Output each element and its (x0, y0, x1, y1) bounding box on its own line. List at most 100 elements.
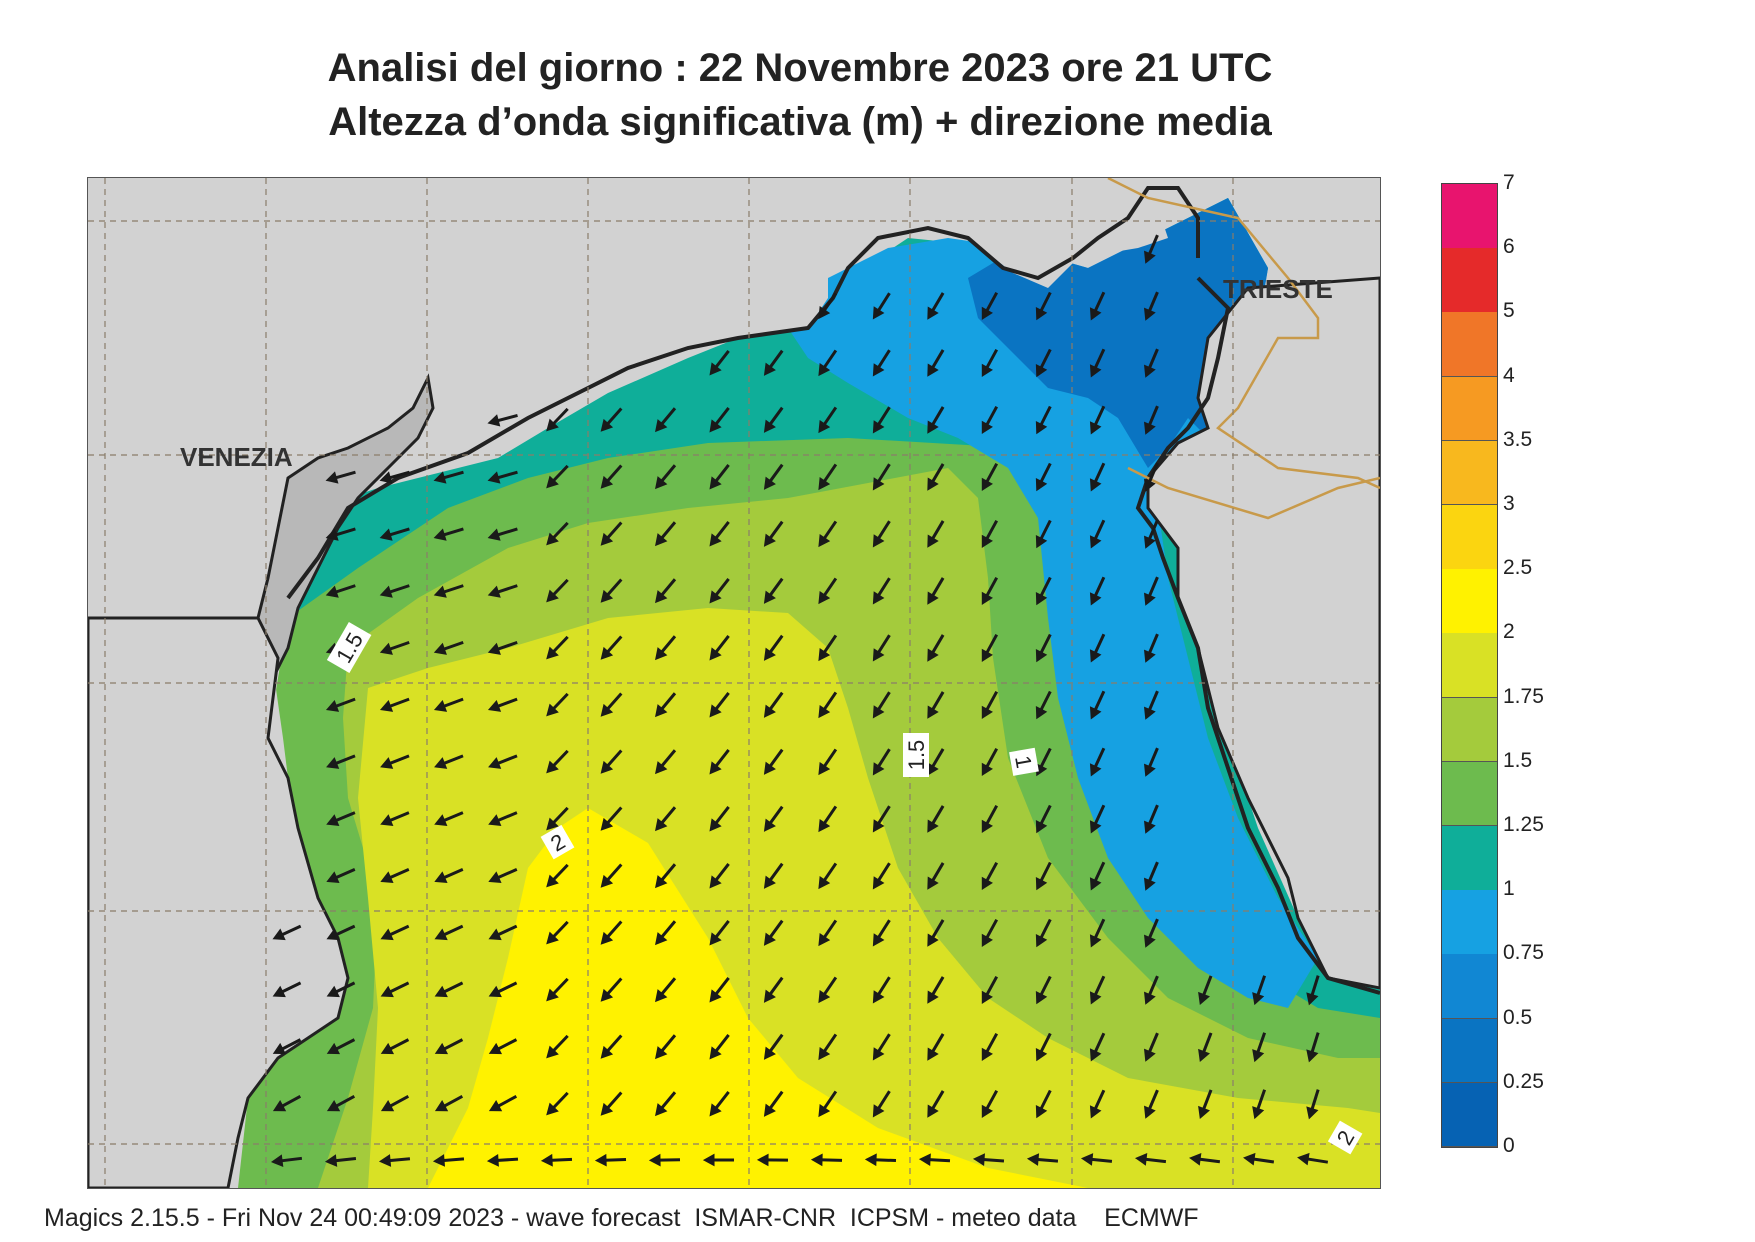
wave-direction-arrowhead (927, 705, 939, 719)
wave-direction-arrowhead (1089, 991, 1102, 1005)
wave-direction-arrowhead (709, 533, 722, 547)
legend-color-segment (1442, 954, 1497, 1020)
contour-label-1: 1 (1009, 747, 1039, 776)
wave-direction-arrowhead (981, 762, 993, 777)
wave-direction-arrowhead (763, 761, 776, 775)
wave-direction-arrowhead (872, 819, 885, 833)
wave-direction-arrowhead (1144, 364, 1156, 378)
wave-direction-arrowhead (1198, 1105, 1210, 1119)
wave-direction-arrowhead (326, 814, 340, 826)
wave-direction-arrowhead (1035, 592, 1048, 606)
wave-direction-arrowhead (864, 1153, 877, 1167)
wave-direction-arrowhead (702, 1153, 715, 1167)
legend-value-label: 1.5 (1503, 748, 1533, 772)
legend-value-label: 0 (1503, 1134, 1515, 1157)
wave-direction-arrowhead (655, 932, 668, 946)
wave-direction-arrowhead (546, 532, 559, 546)
wave-direction-arrowhead (981, 648, 993, 663)
wave-direction-arrowhead (763, 818, 776, 832)
wave-direction-arrowhead (379, 471, 393, 484)
legend-value-label: 2 (1503, 620, 1515, 644)
legend-value-label: 6 (1503, 235, 1515, 259)
wave-direction-arrowhead (326, 1042, 341, 1055)
wave-direction-arrowhead (378, 1154, 392, 1167)
wave-direction-arrowhead (1144, 307, 1156, 321)
wave-direction-arrowhead (546, 988, 559, 1002)
wave-direction-arrowhead (981, 591, 993, 606)
wave-direction-arrowhead (927, 306, 939, 320)
wave-direction-arrowhead (709, 704, 722, 718)
wave-direction-arrowhead (600, 475, 614, 489)
wave-direction-arrowhead (927, 648, 939, 662)
wave-direction-arrowhead (1035, 478, 1048, 492)
wave-direction-arrowhead (433, 642, 447, 655)
wave-direction-arrowhead (272, 928, 286, 941)
wave-direction-arrowhead (872, 420, 885, 434)
legend-color-segment (1442, 633, 1497, 699)
legend-color-segment (1442, 761, 1497, 827)
wave-direction-arrowhead (709, 932, 722, 946)
wave-direction-arrowhead (488, 1099, 503, 1112)
legend-color-segment (1442, 1018, 1497, 1084)
legend-value-label: 5 (1503, 299, 1515, 323)
wave-direction-arrowhead (1306, 992, 1319, 1006)
border-line (1107, 178, 1380, 490)
wave-direction-arrowhead (818, 647, 831, 662)
wave-direction-arrowhead (1144, 592, 1156, 606)
wave-direction-arrowhead (763, 1103, 776, 1117)
legend-color-segment (1442, 890, 1497, 955)
wave-direction-arrowhead (872, 306, 885, 320)
wave-direction-arrowhead (709, 590, 722, 604)
legend-value-label: 1.75 (1503, 684, 1544, 708)
wave-direction-arrowhead (872, 705, 885, 719)
wave-direction-arrowhead (1035, 1048, 1048, 1062)
wave-direction-arrowhead (648, 1153, 661, 1167)
wave-direction-arrowhead (655, 476, 668, 490)
wave-direction-arrowhead (1089, 820, 1102, 834)
istria-coastline (1135, 276, 1380, 995)
wave-direction-arrowhead (1035, 934, 1048, 948)
wave-direction-arrowhead (655, 533, 668, 547)
lat-lon-grid (88, 178, 1380, 1188)
wave-direction-arrowhead (600, 988, 614, 1002)
wave-direction-arrowhead (1035, 991, 1048, 1005)
wave-direction-arrowhead (487, 528, 501, 541)
legend-value-label: 1.25 (1503, 813, 1544, 836)
wave-direction-arrowhead (433, 471, 447, 484)
wave-direction-arrowhead (927, 933, 939, 947)
map-canvas: 1.5 2 1.5 1 2 (88, 178, 1380, 1188)
wave-direction-arrowhead (763, 932, 776, 946)
wave-direction-arrowhead (380, 757, 394, 769)
wave-direction-arrowhead (540, 1153, 553, 1167)
wave-direction-arrowhead (927, 420, 939, 434)
wave-direction-arrowhead (818, 704, 831, 719)
wave-direction-arrowhead (818, 1046, 831, 1061)
wave-direction-arrowhead (380, 814, 394, 826)
legend-value-label: 2.5 (1503, 556, 1533, 580)
wave-direction-arrowhead (488, 985, 502, 998)
wave-direction-arrowhead (434, 871, 448, 884)
wave-direction-arrowhead (981, 534, 993, 549)
wave-direction-arrowhead (1089, 934, 1102, 948)
wave-direction-arrowhead (981, 705, 993, 720)
wave-direction-arrowhead (981, 1104, 993, 1119)
legend-color-segment (1442, 1082, 1497, 1148)
wave-direction-arrowhead (379, 699, 394, 712)
wave-direction-arrowhead (927, 363, 939, 377)
legend-color-bar (1441, 183, 1498, 1148)
wave-direction-arrowhead (709, 818, 722, 832)
wave-direction-arrowhead (600, 646, 614, 660)
wave-direction-arrowhead (927, 819, 939, 833)
wave-direction-arrowhead (600, 1102, 614, 1116)
wave-direction-arrowhead (763, 647, 776, 661)
legend-color-segment (1442, 376, 1497, 442)
svg-text:1: 1 (1010, 754, 1037, 770)
wave-direction-arrowhead (872, 762, 885, 776)
wave-direction-arrowhead (600, 703, 614, 717)
border-line-istria (1127, 466, 1380, 520)
wave-direction-arrowhead (546, 1102, 559, 1116)
wave-direction-arrowhead (818, 590, 831, 605)
wave-direction-arrowhead (1089, 307, 1102, 321)
wave-direction-arrowhead (1035, 535, 1048, 549)
wave-direction-arrowhead (546, 817, 559, 831)
